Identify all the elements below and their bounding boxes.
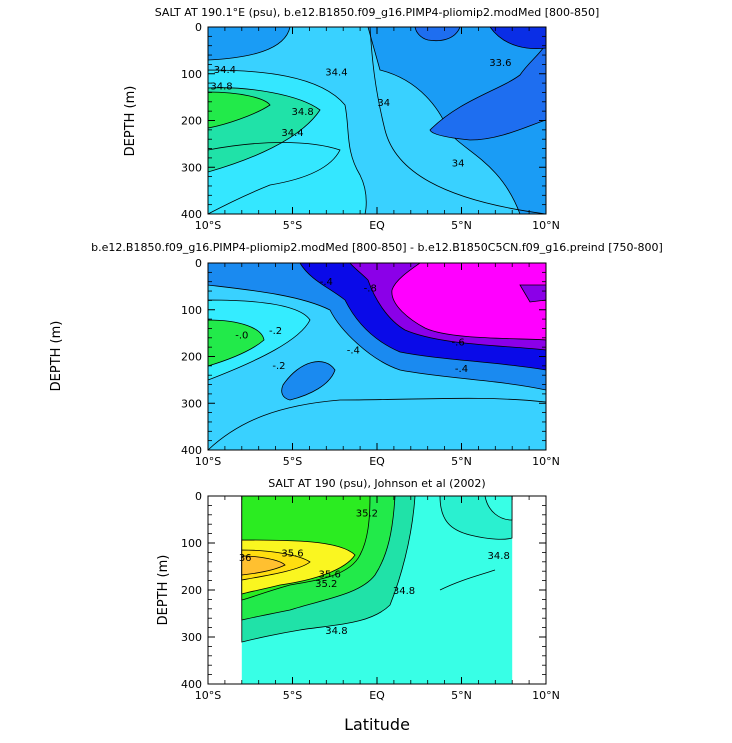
panel-2-region-positive [208, 319, 265, 367]
panel-2-ticks: 10°S 5°S EQ 5°N 10°N 0 100 200 300 400 [181, 257, 560, 468]
panel-1-y-axis-label: DEPTH (m) [123, 86, 138, 157]
y-tick-label: 100 [181, 537, 202, 550]
panel-3-region-36 [241, 555, 286, 576]
contour-label: 34 [452, 159, 465, 170]
panel-3: SALT AT 190 (psu), Johnson et al (2002) … [156, 477, 560, 734]
panel-2-region-negative-max [391, 263, 546, 341]
x-tick-label: 10°S [195, 689, 221, 702]
x-tick-label: 5°S [283, 219, 302, 232]
panel-1-isoline-deep [208, 142, 341, 214]
x-tick-label: 5°S [283, 455, 302, 468]
panel-1-ticks: 10°S 5°S EQ 5°N 10°N 0 100 200 300 400 [181, 21, 560, 232]
panel-2-contours [208, 263, 546, 450]
contour-label: 34.4 [281, 128, 303, 139]
y-tick-label: 0 [195, 21, 202, 34]
contour-label: 34.8 [325, 626, 347, 637]
contour-label: 35.6 [281, 548, 303, 559]
contour-label: -.4 [347, 345, 360, 356]
y-tick-label: 200 [181, 584, 202, 597]
y-tick-label: 400 [181, 208, 202, 221]
y-tick-label: 100 [181, 304, 202, 317]
contour-label: -.6 [452, 338, 465, 349]
y-tick-label: 0 [195, 490, 202, 503]
panel-2-region-eddy [281, 361, 336, 401]
contour-label: -.2 [269, 326, 282, 337]
contour-label: 36 [239, 553, 252, 564]
contour-label: 34.8 [210, 81, 232, 92]
contour-label: 35.6 [319, 570, 341, 581]
panel-1-isoline-34 [369, 27, 546, 214]
panel-2-title: b.e12.B1850.f09_g16.PIMP4-pliomip2.modMe… [91, 241, 663, 254]
x-tick-label: 5°N [451, 455, 472, 468]
contour-label: 34.8 [292, 107, 314, 118]
panel-3-y-axis-label: DEPTH (m) [156, 555, 171, 626]
panel-2-contour-labels: -.4 -.8 -.0 -.2 -.4 -.2 -.6 -.4 [235, 277, 468, 375]
contour-label: -.2 [272, 361, 285, 372]
y-tick-label: 400 [181, 678, 202, 691]
contour-label: 34.4 [325, 67, 347, 78]
panel-3-isoline-north [439, 569, 496, 591]
x-tick-label: 10°N [532, 689, 560, 702]
x-tick-label: 5°N [451, 689, 472, 702]
panel-2-y-axis-label: DEPTH (m) [49, 321, 64, 392]
y-tick-label: 300 [181, 397, 202, 410]
panel-1-region-southwest-cap [208, 27, 291, 61]
panel-2-isoline-deep [208, 397, 546, 450]
contour-label: -.8 [364, 283, 377, 294]
y-tick-label: 0 [195, 257, 202, 270]
contour-label: 35.2 [356, 508, 378, 519]
contour-label: -.4 [320, 277, 333, 288]
panel-2: b.e12.B1850.f09_g16.PIMP4-pliomip2.modMe… [49, 241, 663, 468]
panel-3-ticks: 10°S 5°S EQ 5°N 10°N 0 100 200 300 400 [181, 490, 560, 702]
contour-label: 34 [377, 98, 390, 109]
y-tick-label: 300 [181, 631, 202, 644]
panel-3-contours [241, 496, 513, 684]
y-tick-label: 400 [181, 444, 202, 457]
panel-1-region-north-patch [414, 27, 461, 42]
panel-2-region-patch [519, 284, 546, 303]
contour-label: 33.6 [489, 58, 511, 69]
x-axis-label: Latitude [344, 715, 410, 734]
x-tick-label: 10°S [195, 219, 221, 232]
contour-label: -.0 [235, 331, 248, 342]
y-tick-label: 100 [181, 68, 202, 81]
contour-label: -.4 [455, 364, 468, 375]
x-tick-label: 10°N [532, 455, 560, 468]
panel-1-region-tongue-core [208, 91, 271, 129]
contour-label: 34.4 [214, 65, 236, 76]
x-tick-label: EQ [369, 689, 385, 702]
panel-1-contours [208, 27, 546, 214]
contour-label: 34.8 [488, 551, 510, 562]
panel-1-contour-labels: 34.4 34.8 34.4 34.8 34.4 34 33.6 34 [210, 58, 511, 170]
y-tick-label: 200 [181, 115, 202, 128]
panel-3-region-north-patch [484, 496, 513, 521]
x-tick-label: 10°S [195, 455, 221, 468]
y-tick-label: 200 [181, 351, 202, 364]
panel-1: SALT AT 190.1°E (psu), b.e12.B1850.f09_g… [123, 6, 599, 232]
x-tick-label: 5°N [451, 219, 472, 232]
panel-3-title: SALT AT 190 (psu), Johnson et al (2002) [268, 477, 485, 490]
x-tick-label: 10°N [532, 219, 560, 232]
x-tick-label: EQ [369, 455, 385, 468]
y-tick-label: 300 [181, 161, 202, 174]
contour-label: 35.2 [315, 579, 337, 590]
contour-label: 34.8 [393, 586, 415, 597]
panel-1-title: SALT AT 190.1°E (psu), b.e12.B1850.f09_g… [155, 6, 600, 19]
x-tick-label: 5°S [283, 689, 302, 702]
x-tick-label: EQ [369, 219, 385, 232]
